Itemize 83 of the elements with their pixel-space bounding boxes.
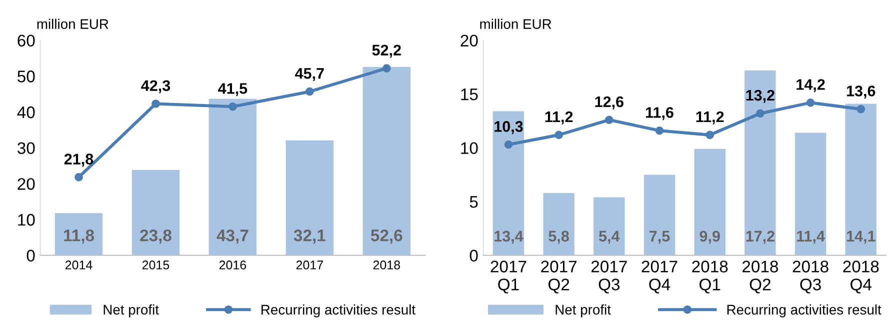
point <box>382 64 391 72</box>
data-label: 11,4 <box>797 230 825 244</box>
bar <box>694 148 726 256</box>
data-label: 14,2 <box>796 79 825 92</box>
bar <box>286 140 334 256</box>
bar <box>644 174 676 256</box>
point <box>856 104 866 114</box>
point <box>504 140 513 149</box>
data-label: 11,2 <box>545 111 573 124</box>
y-tick-label: 50 <box>18 70 35 82</box>
data-label: 41,5 <box>218 83 248 96</box>
y-tick-label: 10 <box>461 142 478 154</box>
y-axis-title: million EUR <box>480 18 552 29</box>
x-tick-label: 2017 Q1 <box>490 260 526 294</box>
point <box>152 100 160 108</box>
data-label: 21,8 <box>64 154 94 167</box>
y-tick-label: 15 <box>461 88 478 100</box>
x-tick-label: 2017 Q4 <box>642 260 678 294</box>
data-label: 5,8 <box>548 230 569 244</box>
x-tick-label: 2015 <box>142 260 170 270</box>
data-label: 5,4 <box>599 230 620 244</box>
y-axis-title: million EUR <box>37 18 108 29</box>
y-tick-label: 0 <box>26 250 35 262</box>
bar <box>132 170 180 256</box>
y-tick-label: 60 <box>18 34 35 47</box>
legend-label: Recurring activities result <box>727 304 882 318</box>
data-label: 7,5 <box>650 230 670 244</box>
data-label: 52,6 <box>370 230 402 244</box>
bar <box>744 70 776 256</box>
bar <box>543 193 574 256</box>
data-label: 13,2 <box>746 90 774 103</box>
data-label: 11,8 <box>64 230 94 244</box>
legend-label: Net profit <box>104 304 159 318</box>
x-tick-label: 2016 <box>219 260 246 270</box>
y-tick-label: 30 <box>18 142 35 154</box>
point <box>806 98 815 107</box>
x-tick-label: 2018 Q1 <box>692 260 728 294</box>
data-label: 9,9 <box>700 230 720 244</box>
x-tick-label: 2017 Q2 <box>541 260 577 294</box>
point <box>706 130 714 140</box>
bar <box>54 213 103 256</box>
y-tick-label: 10 <box>18 214 35 226</box>
bar <box>594 197 625 256</box>
bar <box>208 98 257 256</box>
x-tick-label: 2018 Q2 <box>742 260 778 294</box>
data-label: 42,3 <box>141 80 170 94</box>
y-tick-label: 0 <box>470 250 478 262</box>
point <box>756 109 764 118</box>
x-tick-label: 2017 Q3 <box>591 260 627 294</box>
bar <box>492 111 524 256</box>
x-tick-label: 2018 <box>373 260 400 270</box>
point <box>228 102 237 111</box>
x-tick-label: 2017 <box>296 260 323 270</box>
legend-label: Net profit <box>556 304 611 318</box>
data-label: 11,2 <box>696 111 724 124</box>
point <box>306 87 314 96</box>
data-label: 14,1 <box>846 230 876 244</box>
bar <box>845 104 876 256</box>
y-tick-label: 20 <box>460 34 478 47</box>
point <box>554 130 563 140</box>
data-label: 17,2 <box>746 230 774 244</box>
data-label: 11,6 <box>646 107 674 120</box>
bar <box>362 66 410 256</box>
bar <box>794 132 826 256</box>
point <box>604 116 614 124</box>
data-label: 32,1 <box>294 230 326 244</box>
data-label: 43,7 <box>216 230 248 244</box>
x-tick-label: 2018 Q3 <box>792 260 828 294</box>
legend-label: Recurring activities result <box>262 304 416 318</box>
data-label: 23,8 <box>140 230 172 244</box>
point <box>74 173 83 182</box>
data-label: 13,6 <box>846 86 876 99</box>
data-label: 45,7 <box>295 68 324 82</box>
x-tick-label: 2014 <box>65 260 92 270</box>
data-label: 52,2 <box>372 44 401 58</box>
y-tick-label: 40 <box>17 106 35 118</box>
point <box>655 126 664 135</box>
data-label: 13,4 <box>494 230 524 244</box>
y-tick-label: 20 <box>18 178 35 190</box>
data-label: 10,3 <box>494 121 523 134</box>
y-tick-label: 5 <box>470 196 478 208</box>
data-label: 12,6 <box>595 96 624 110</box>
x-tick-label: 2018 Q4 <box>843 260 879 294</box>
